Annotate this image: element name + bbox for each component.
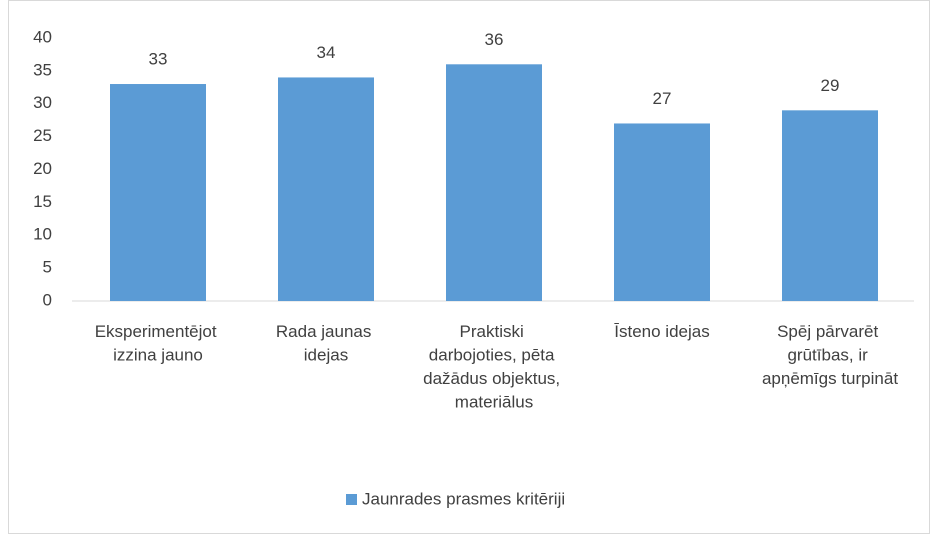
x-tick-line: izzina jauno xyxy=(113,346,203,365)
y-tick-label: 15 xyxy=(33,192,52,211)
x-tick-label: Eksperimentējot izzina jauno xyxy=(95,322,222,365)
data-label: 36 xyxy=(485,30,504,49)
x-tick-line: idejas xyxy=(304,346,348,365)
data-label: 27 xyxy=(653,89,672,108)
x-tick-line: Spēj pārvarēt xyxy=(777,322,883,341)
bar xyxy=(446,64,542,301)
data-label: 34 xyxy=(317,43,336,62)
x-tick-line: Īsteno idejas xyxy=(614,322,709,341)
bar xyxy=(278,77,374,301)
y-tick-label: 20 xyxy=(33,159,52,178)
y-tick-label: 30 xyxy=(33,93,52,112)
x-tick-line: Praktiski xyxy=(460,322,529,341)
x-tick-line: darbojoties, pēta xyxy=(429,346,559,365)
data-label: 29 xyxy=(821,76,840,95)
y-tick-label: 40 xyxy=(33,27,52,46)
x-tick-label: Rada jaunas idejas xyxy=(276,322,376,365)
x-tick-line: grūtības, ir xyxy=(787,346,872,365)
bar xyxy=(614,123,710,301)
y-tick-label: 35 xyxy=(33,60,52,79)
y-tick-label: 10 xyxy=(33,225,52,244)
legend-swatch xyxy=(346,494,357,505)
x-tick-line: materiālus xyxy=(455,393,533,412)
x-tick-line: dažādus objektus, xyxy=(423,369,565,388)
data-label: 33 xyxy=(149,50,168,69)
y-tick-label: 25 xyxy=(33,126,52,145)
x-tick-line: apņēmīgs turpināt xyxy=(762,369,898,388)
bar xyxy=(110,84,206,302)
y-tick-label: 0 xyxy=(43,290,52,309)
x-tick-label: Spēj pārvarēt grūtības, ir apņēmīgs turp… xyxy=(762,322,898,388)
x-tick-label: Īsteno idejas xyxy=(614,322,709,341)
bar xyxy=(782,110,878,301)
legend-label: Jaunrades prasmes kritēriji xyxy=(362,489,565,508)
y-tick-label: 5 xyxy=(43,258,52,277)
x-tick-label: Praktiski darbojoties, pēta dažādus obje… xyxy=(423,322,565,412)
x-tick-line: Eksperimentējot xyxy=(95,322,222,341)
x-tick-line: Rada jaunas xyxy=(276,322,376,341)
